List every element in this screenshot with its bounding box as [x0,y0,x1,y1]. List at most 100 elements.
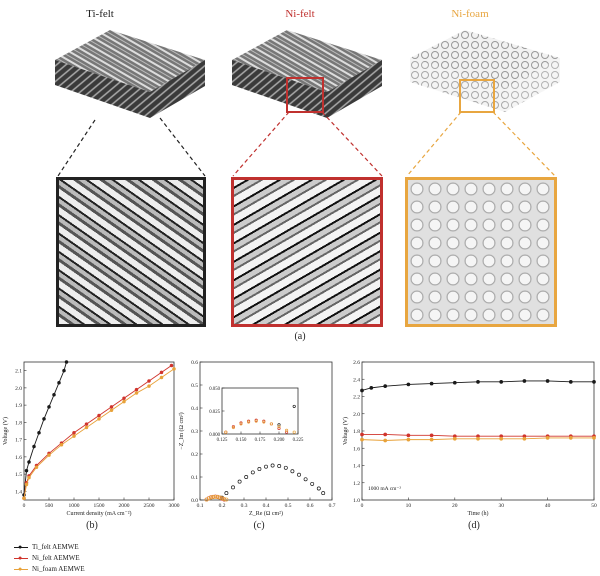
data-point [406,437,411,442]
data-point [429,433,434,438]
y-tick-label: 1.0 [353,498,360,504]
data-point [383,438,388,443]
y-tick-label: 2.0 [353,412,360,418]
data-point [244,475,249,479]
data-point [277,464,282,468]
label-ni-foam: Ni-foam [451,8,489,20]
data-point [360,437,364,442]
data-point [42,417,46,421]
data-point [383,384,388,389]
data-point [262,420,266,424]
x-tick-label: 1000 [69,503,80,509]
legend-label: Ni_foam AEMWE [32,565,85,573]
label-ti-felt: Ti-felt [86,8,114,20]
data-point [239,422,243,426]
ni-foam-block [410,30,560,113]
data-point [283,465,288,470]
y-tick-label: 0.1 [191,475,198,481]
data-point [257,466,262,471]
data-point [215,495,220,499]
data-point [250,470,255,475]
x-tick-label: 50 [591,503,597,509]
legend-item-ti-felt: ● Ti_felt AEMWE [14,543,79,551]
data-point [72,430,76,435]
inset-background [222,388,298,434]
series-1 [360,379,596,393]
data-point [254,419,258,423]
data-point [499,436,504,441]
data-point [592,379,596,384]
data-point [383,432,388,437]
x-tick-label: 20 [452,503,458,509]
y-tick-label: 1.4 [15,489,22,495]
data-point [231,485,235,490]
series-1 [220,463,326,500]
data-point [72,434,76,438]
data-point [224,491,229,496]
caption-b: (b) [86,520,98,531]
series-3 [224,419,296,434]
data-point [277,426,281,431]
x-tick-label: 500 [45,503,54,509]
data-point [37,430,41,435]
caption-c: (c) [253,520,265,531]
data-point [122,396,126,400]
x-tick-label: 10 [406,503,412,509]
y-tick-label: 0.000 [209,433,220,438]
polarization-curve-chart: 0 500 1000 1500 2000 2500 3000 1.4 1.5 1.6 1.7 1.8 1… [2,360,180,517]
ni-felt-block [232,30,382,118]
data-point [270,463,275,468]
data-point [62,368,66,373]
durability-chart: 0 10 20 30 40 50 1.0 1.2 1.4 1.6 1.8 2.0 2.2 2.4 2.6 Ti… [342,360,597,517]
data-point [292,404,296,408]
x-tick-label: 0.6 [307,503,314,509]
caption-d: (d) [468,520,480,531]
data-point [224,430,228,434]
x-axis-label: Current density (mA cm⁻²) [66,510,131,517]
y-tick-label: 0.6 [191,360,198,366]
data-point [264,464,268,469]
data-point [27,475,31,480]
x-tick-label: 0.175 [255,438,266,443]
y-tick-label: 1.6 [15,455,22,461]
data-point [34,465,39,469]
data-point [499,379,504,384]
x-tick-label: 0.2 [219,503,226,509]
x-tick-label: 0.200 [274,438,285,443]
y-tick-label: 2.4 [353,377,360,383]
plot-frame [23,361,175,501]
data-point [568,436,573,440]
nyquist-plot-chart: 0.1 0.2 0.3 0.4 0.5 0.6 0.70.00.10.20.30.40.50… [178,360,336,517]
data-point [292,430,296,434]
data-point [321,491,326,496]
data-point [237,479,242,484]
data-point [97,413,101,418]
y-tick-label: 2.6 [353,360,360,366]
data-point [303,477,308,482]
series-2 [22,363,174,501]
y-tick-label: 1.8 [353,429,360,435]
data-point [247,420,251,424]
data-point [57,380,61,385]
data-point [277,425,281,429]
data-point [231,426,235,430]
data-point [522,436,527,441]
data-point [159,375,164,380]
felt-block-renderings [55,30,560,177]
y-axis-label: −Z_Im (Ω cm²) [178,412,185,449]
data-point [204,497,209,502]
x-tick-label: 2500 [144,503,155,509]
data-point [592,436,596,440]
y-tick-label: 1.2 [353,481,360,487]
series-3 [204,494,229,502]
data-point [406,433,411,438]
x-tick-label: 0.125 [217,438,228,443]
y-tick-label: 0.0 [191,498,198,504]
x-tick-label: 0.225 [293,438,304,443]
y-tick-label: 0.5 [191,383,198,389]
x-tick-label: 0.150 [236,438,247,443]
data-point [406,382,411,387]
y-tick-label: 1.8 [15,420,22,426]
x-tick-label: 0.3 [241,503,248,509]
data-point [59,443,64,447]
